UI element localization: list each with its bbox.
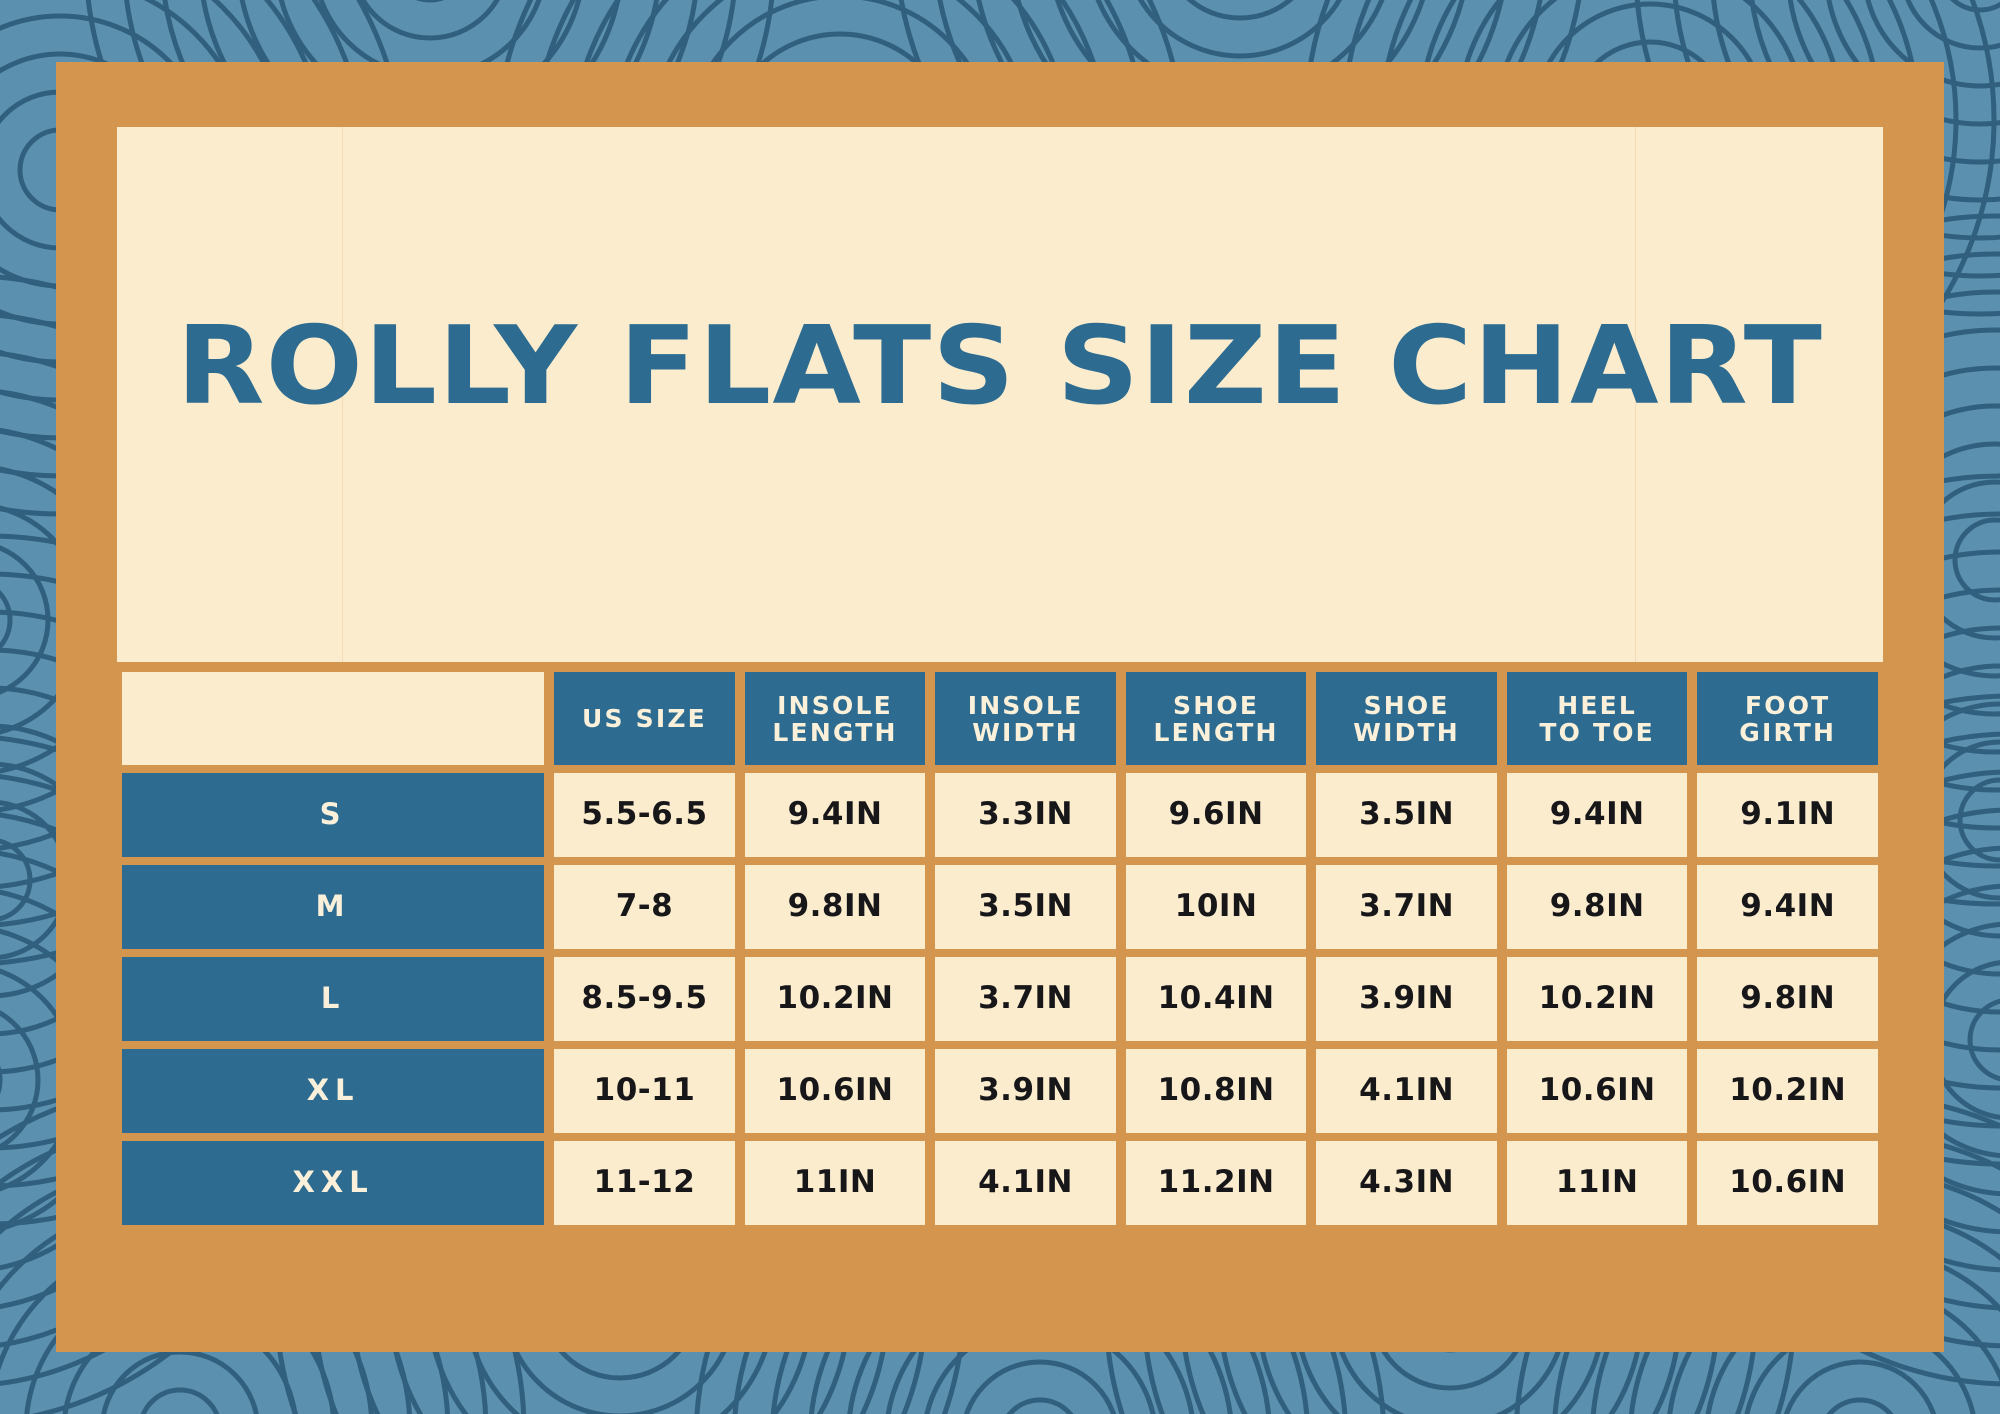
table-row: XXL 11-12 11IN 4.1IN 11.2IN 4.3IN 11IN 1… xyxy=(117,1137,1883,1229)
cell-xxl-insole-width: 4.1IN xyxy=(930,1137,1121,1229)
column-header-us-size: US SIZE xyxy=(549,668,740,769)
cell-xxl-shoe-length: 11.2IN xyxy=(1121,1137,1312,1229)
cell-s-insole-length: 9.4IN xyxy=(740,769,931,861)
column-header-insole-length: INSOLE LENGTH xyxy=(740,668,931,769)
header-line: GIRTH xyxy=(1739,717,1837,747)
row-label-xl: XL xyxy=(117,1045,549,1137)
row-label-text: M xyxy=(122,865,545,949)
cell-m-insole-length: 9.8IN xyxy=(740,861,931,953)
cell-xxl-heel-to-toe: 11IN xyxy=(1502,1137,1693,1229)
header-line: SHOE xyxy=(1173,690,1260,720)
row-label-text: S xyxy=(122,773,545,857)
cell-xl-heel-to-toe: 10.6IN xyxy=(1502,1045,1693,1137)
column-header-insole-width: INSOLE WIDTH xyxy=(930,668,1121,769)
table-row: XL 10-11 10.6IN 3.9IN 10.8IN 4.1IN 10.6I… xyxy=(117,1045,1883,1137)
cell-s-shoe-width: 3.5IN xyxy=(1311,769,1502,861)
row-label-text: L xyxy=(122,957,545,1041)
cell-xxl-foot-girth: 10.6IN xyxy=(1692,1137,1883,1229)
header-line: US SIZE xyxy=(582,704,707,733)
table-row: L 8.5-9.5 10.2IN 3.7IN 10.4IN 3.9IN 10.2… xyxy=(117,953,1883,1045)
cell-s-foot-girth: 9.1IN xyxy=(1692,769,1883,861)
cell-xl-insole-length: 10.6IN xyxy=(740,1045,931,1137)
cell-l-heel-to-toe: 10.2IN xyxy=(1502,953,1693,1045)
size-chart-table: US SIZE INSOLE LENGTH INSOLE WIDTH xyxy=(117,668,1883,1229)
header-line: INSOLE xyxy=(777,690,893,720)
cell-m-us-size: 7-8 xyxy=(549,861,740,953)
header-line: LENGTH xyxy=(1153,717,1279,747)
cell-xxl-us-size: 11-12 xyxy=(549,1137,740,1229)
page-title: ROLLY FLATS SIZE CHART xyxy=(176,304,1824,430)
header-line: TO TOE xyxy=(1539,717,1655,747)
cell-xl-insole-width: 3.9IN xyxy=(930,1045,1121,1137)
row-label-l: L xyxy=(117,953,549,1045)
column-header-shoe-width: SHOE WIDTH xyxy=(1311,668,1502,769)
cell-m-shoe-length: 10IN xyxy=(1121,861,1312,953)
header-line: SHOE xyxy=(1363,690,1450,720)
cell-m-shoe-width: 3.7IN xyxy=(1311,861,1502,953)
table-row: M 7-8 9.8IN 3.5IN 10IN 3.7IN 9.8IN 9.4IN xyxy=(117,861,1883,953)
column-header-foot-girth: FOOT GIRTH xyxy=(1692,668,1883,769)
cell-l-insole-width: 3.7IN xyxy=(930,953,1121,1045)
cell-l-foot-girth: 9.8IN xyxy=(1692,953,1883,1045)
table-row: S 5.5-6.5 9.4IN 3.3IN 9.6IN 3.5IN 9.4IN … xyxy=(117,769,1883,861)
title-panel: ROLLY FLATS SIZE CHART xyxy=(117,127,1883,662)
header-line: HEEL xyxy=(1557,690,1638,720)
cell-m-foot-girth: 9.4IN xyxy=(1692,861,1883,953)
table-corner-label xyxy=(122,672,545,765)
cell-s-heel-to-toe: 9.4IN xyxy=(1502,769,1693,861)
header-line: WIDTH xyxy=(1353,717,1460,747)
cell-s-insole-width: 3.3IN xyxy=(930,769,1121,861)
header-line: FOOT xyxy=(1744,690,1831,720)
row-label-xxl: XXL xyxy=(117,1137,549,1229)
row-label-m: M xyxy=(117,861,549,953)
cell-l-insole-length: 10.2IN xyxy=(740,953,931,1045)
cell-l-shoe-length: 10.4IN xyxy=(1121,953,1312,1045)
table-corner-cell xyxy=(117,668,549,769)
cell-xxl-insole-length: 11IN xyxy=(740,1137,931,1229)
cell-xl-shoe-width: 4.1IN xyxy=(1311,1045,1502,1137)
cell-l-us-size: 8.5-9.5 xyxy=(549,953,740,1045)
column-header-shoe-length: SHOE LENGTH xyxy=(1121,668,1312,769)
cell-s-shoe-length: 9.6IN xyxy=(1121,769,1312,861)
header-line: WIDTH xyxy=(972,717,1079,747)
row-label-text: XL xyxy=(122,1049,545,1133)
column-header-heel-to-toe: HEEL TO TOE xyxy=(1502,668,1693,769)
cell-xl-us-size: 10-11 xyxy=(549,1045,740,1137)
cell-xxl-shoe-width: 4.3IN xyxy=(1311,1137,1502,1229)
header-line: INSOLE xyxy=(967,690,1084,720)
cell-l-shoe-width: 3.9IN xyxy=(1311,953,1502,1045)
header-line: LENGTH xyxy=(772,717,898,747)
cell-xl-shoe-length: 10.8IN xyxy=(1121,1045,1312,1137)
row-label-text: XXL xyxy=(122,1141,545,1225)
row-label-s: S xyxy=(117,769,549,861)
cell-xl-foot-girth: 10.2IN xyxy=(1692,1045,1883,1137)
table-header-row: US SIZE INSOLE LENGTH INSOLE WIDTH xyxy=(117,668,1883,769)
cell-m-insole-width: 3.5IN xyxy=(930,861,1121,953)
cell-m-heel-to-toe: 9.8IN xyxy=(1502,861,1693,953)
cell-s-us-size: 5.5-6.5 xyxy=(549,769,740,861)
